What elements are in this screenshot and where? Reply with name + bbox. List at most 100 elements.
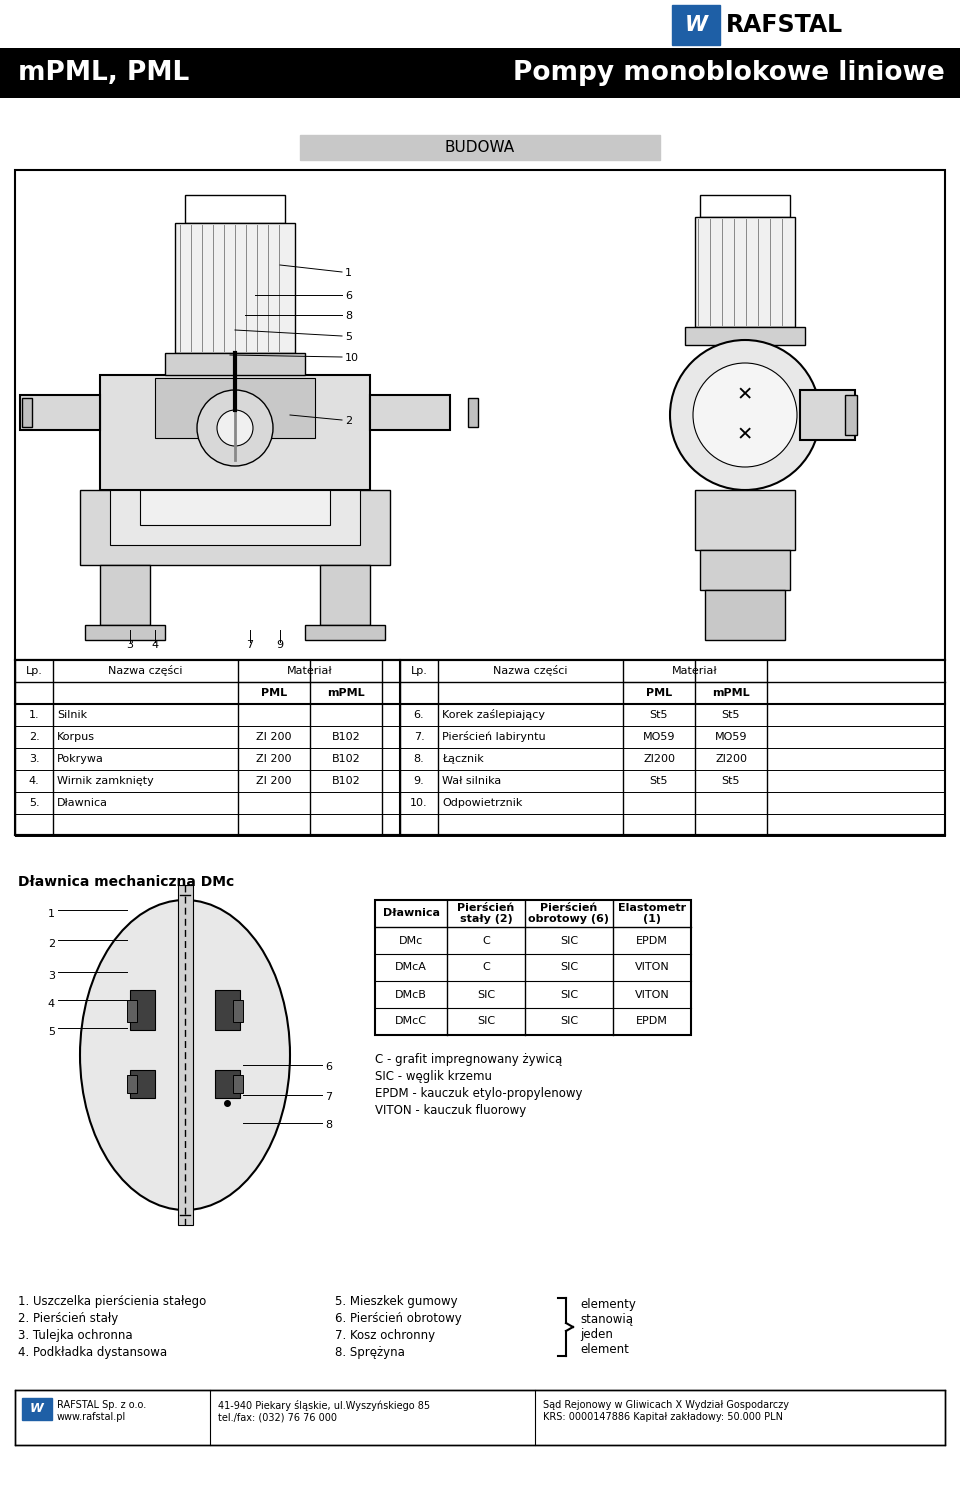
Text: W: W — [684, 15, 708, 34]
Bar — [20, 395, 100, 431]
Text: Wał silnika: Wał silnika — [442, 776, 501, 787]
Bar — [165, 353, 305, 375]
Bar — [15, 170, 945, 660]
Text: Dławnica mechaniczna DMc: Dławnica mechaniczna DMc — [18, 875, 234, 890]
Text: element: element — [580, 1342, 629, 1356]
Text: ZI 200: ZI 200 — [256, 732, 292, 742]
Text: Korpus: Korpus — [57, 732, 95, 742]
Text: mPML, PML: mPML, PML — [18, 60, 189, 86]
Text: Łącznik: Łącznik — [442, 754, 484, 764]
Bar — [0, 48, 960, 98]
Bar — [140, 490, 330, 524]
Text: 3: 3 — [127, 641, 133, 650]
Text: 6: 6 — [325, 1062, 332, 1071]
Text: Pierścień
stały (2): Pierścień stały (2) — [457, 903, 515, 924]
Text: St5: St5 — [722, 711, 740, 720]
Bar — [130, 1070, 155, 1098]
Text: ✕: ✕ — [737, 426, 754, 444]
Bar — [215, 1070, 240, 1098]
Text: Materiał: Materiał — [672, 666, 718, 676]
Text: jeden: jeden — [580, 1328, 612, 1341]
Text: Nazwa części: Nazwa części — [108, 666, 182, 676]
Text: MO59: MO59 — [715, 732, 747, 742]
Text: DMcB: DMcB — [396, 989, 427, 1000]
Bar — [233, 1074, 243, 1094]
Bar — [695, 490, 795, 550]
Text: EPDM - kauczuk etylo-propylenowy: EPDM - kauczuk etylo-propylenowy — [375, 1088, 583, 1100]
Bar — [175, 224, 295, 353]
Text: 1: 1 — [48, 909, 55, 919]
Bar — [695, 218, 795, 326]
Text: 3. Tulejka ochronna: 3. Tulejka ochronna — [18, 1329, 132, 1342]
Text: Nazwa części: Nazwa części — [493, 666, 567, 676]
Bar — [685, 326, 805, 346]
Bar — [100, 375, 370, 490]
Text: DMcA: DMcA — [396, 963, 427, 973]
Text: 1. Uszczelka pierścienia stałego: 1. Uszczelka pierścienia stałego — [18, 1295, 206, 1308]
Bar — [233, 1000, 243, 1022]
Text: mPML: mPML — [327, 688, 365, 697]
Text: C: C — [482, 936, 490, 946]
Text: 8: 8 — [345, 311, 352, 320]
Text: 7. Kosz ochronny: 7. Kosz ochronny — [335, 1329, 435, 1342]
Text: Pokrywa: Pokrywa — [57, 754, 104, 764]
Bar — [800, 390, 855, 440]
Circle shape — [217, 410, 253, 446]
Text: 41-940 Piekary śląskie, ul.Wyszyńskiego 85
tel./fax: (032) 76 76 000: 41-940 Piekary śląskie, ul.Wyszyńskiego … — [218, 1401, 430, 1423]
Text: C - grafit impregnowany żywicą: C - grafit impregnowany żywicą — [375, 1053, 563, 1065]
Text: VITON: VITON — [635, 963, 669, 973]
Circle shape — [693, 364, 797, 466]
Text: 5: 5 — [48, 1027, 55, 1037]
Circle shape — [197, 390, 273, 466]
Text: SIC: SIC — [560, 989, 578, 1000]
Bar — [22, 1398, 52, 1420]
Text: ZI200: ZI200 — [643, 754, 675, 764]
Text: ZI200: ZI200 — [715, 754, 747, 764]
Bar — [705, 590, 785, 641]
Text: EPDM: EPDM — [636, 1016, 668, 1027]
Text: Materiał: Materiał — [287, 666, 333, 676]
Text: Pierścień
obrotowy (6): Pierścień obrotowy (6) — [529, 903, 610, 924]
Bar — [127, 1000, 137, 1022]
Text: VITON: VITON — [635, 989, 669, 1000]
Text: ZI 200: ZI 200 — [256, 754, 292, 764]
Text: Korek zaślepiający: Korek zaślepiający — [442, 709, 545, 721]
Text: MO59: MO59 — [643, 732, 675, 742]
Bar — [15, 1390, 945, 1445]
Bar — [127, 1074, 137, 1094]
Text: SIC: SIC — [560, 963, 578, 973]
Bar — [15, 660, 945, 834]
Text: 3: 3 — [48, 971, 55, 980]
Bar — [100, 565, 150, 624]
Text: 9: 9 — [276, 641, 283, 650]
Text: 10: 10 — [345, 353, 359, 364]
Text: 1.: 1. — [29, 711, 39, 720]
Text: 7: 7 — [247, 641, 253, 650]
Text: 6.: 6. — [414, 711, 424, 720]
Text: Lp.: Lp. — [26, 666, 42, 676]
Text: 2.: 2. — [29, 732, 39, 742]
Text: 4: 4 — [152, 641, 158, 650]
Text: 1: 1 — [345, 268, 352, 279]
Text: 5.: 5. — [29, 799, 39, 808]
Text: B102: B102 — [331, 776, 360, 787]
Text: Elastometr
(1): Elastometr (1) — [618, 903, 686, 924]
Text: 2: 2 — [345, 416, 352, 426]
Bar — [215, 989, 240, 1030]
Text: DMc: DMc — [398, 936, 423, 946]
Bar — [130, 989, 155, 1030]
Text: St5: St5 — [722, 776, 740, 787]
Text: Sąd Rejonowy w Gliwicach X Wydział Gospodarczy
KRS: 0000147886 Kapitał zakładowy: Sąd Rejonowy w Gliwicach X Wydział Gospo… — [543, 1401, 789, 1421]
Ellipse shape — [80, 900, 290, 1210]
Text: Pierścień labiryntu: Pierścień labiryntu — [442, 732, 545, 742]
Bar — [185, 195, 285, 223]
Text: PML: PML — [261, 688, 287, 697]
Bar — [300, 136, 660, 159]
Text: 9.: 9. — [414, 776, 424, 787]
Text: BUDOWA: BUDOWA — [444, 140, 516, 155]
Text: St5: St5 — [650, 776, 668, 787]
Bar — [305, 624, 385, 641]
Text: mPML: mPML — [712, 688, 750, 697]
Text: W: W — [30, 1402, 44, 1416]
Text: Silnik: Silnik — [57, 711, 87, 720]
